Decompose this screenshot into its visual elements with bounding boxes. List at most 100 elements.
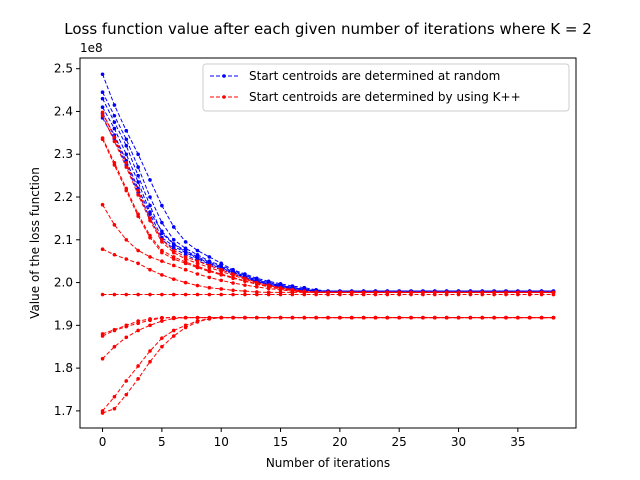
x-tick-label: 5 <box>158 435 166 449</box>
y-tick-label: 2.2 <box>54 190 73 204</box>
data-point <box>171 328 176 333</box>
legend-swatch-marker <box>222 74 226 78</box>
data-point <box>373 315 378 320</box>
data-point <box>195 261 200 266</box>
data-point <box>171 316 176 321</box>
data-point <box>219 269 224 274</box>
data-point <box>231 281 235 285</box>
data-point <box>492 315 496 320</box>
data-point <box>136 377 140 381</box>
data-point <box>136 321 140 326</box>
data-point <box>148 218 152 223</box>
data-point <box>243 279 247 284</box>
data-point <box>112 163 117 167</box>
series-3 <box>100 105 556 293</box>
data-point <box>160 240 164 244</box>
data-point <box>124 152 129 157</box>
data-point <box>468 292 473 297</box>
data-point <box>124 392 129 397</box>
data-point <box>183 267 188 272</box>
data-point <box>148 235 152 240</box>
data-point <box>207 265 212 270</box>
data-point <box>266 286 271 291</box>
data-point <box>148 195 152 199</box>
data-point <box>456 292 461 297</box>
data-point <box>492 292 496 297</box>
data-point <box>421 315 425 320</box>
data-point <box>539 292 544 297</box>
series-line <box>102 115 554 293</box>
data-point <box>160 220 164 225</box>
x-axis-ticks: 0 5 10 15 20 25 30 35 <box>99 428 525 449</box>
data-point <box>100 334 105 338</box>
data-point <box>290 292 295 297</box>
data-point <box>361 292 366 297</box>
data-point <box>278 288 283 292</box>
data-point <box>444 292 449 297</box>
data-point <box>183 261 188 266</box>
series-16 <box>100 315 556 413</box>
data-point <box>171 250 176 255</box>
data-point <box>314 292 318 297</box>
data-point <box>207 292 212 297</box>
data-point <box>527 315 532 320</box>
series-line <box>102 137 554 293</box>
data-point <box>243 315 247 320</box>
data-point <box>171 225 176 229</box>
data-point <box>338 292 342 297</box>
data-point <box>385 315 390 320</box>
data-point <box>136 214 140 219</box>
data-point <box>136 173 140 178</box>
data-point <box>183 315 188 320</box>
data-point <box>480 315 485 320</box>
data-point <box>171 257 176 261</box>
data-point <box>148 292 152 297</box>
data-point <box>160 319 164 323</box>
data-point <box>254 315 259 320</box>
y-tick-label: 2.4 <box>54 104 73 118</box>
legend-entry: Start centroids are determined at random <box>210 69 500 83</box>
y-tick-label: 1.9 <box>54 318 73 332</box>
x-tick-label: 0 <box>99 435 107 449</box>
data-point <box>254 285 259 289</box>
data-point <box>219 273 224 277</box>
data-point <box>314 315 318 320</box>
plot-frame <box>79 57 577 429</box>
data-point <box>385 292 390 297</box>
data-point <box>183 257 188 261</box>
y-tick-label: 2.1 <box>54 233 73 247</box>
data-point <box>171 237 176 242</box>
data-point <box>112 103 117 107</box>
series-8 <box>100 136 556 295</box>
series-line <box>102 317 554 414</box>
y-axis-label: Value of the loss function <box>28 167 42 319</box>
data-point <box>124 137 129 142</box>
data-point <box>278 292 283 297</box>
data-point <box>160 336 164 340</box>
data-point <box>456 315 461 320</box>
data-point <box>124 324 129 329</box>
data-point <box>326 292 330 297</box>
data-point <box>409 292 413 297</box>
data-point <box>171 263 176 268</box>
series-17 <box>100 315 556 415</box>
data-point <box>551 315 556 320</box>
data-point <box>432 292 437 297</box>
data-point <box>349 315 354 320</box>
data-point <box>219 315 224 320</box>
data-point <box>504 315 508 320</box>
data-point <box>112 113 117 118</box>
data-point <box>219 292 224 297</box>
legend-entry: Start centroids are determined by using … <box>210 90 521 104</box>
data-point <box>171 334 176 338</box>
data-point <box>160 344 164 349</box>
data-point <box>112 223 117 227</box>
data-point <box>231 315 235 320</box>
legend-swatch-marker <box>222 95 226 99</box>
data-point <box>266 315 271 320</box>
data-point <box>349 292 354 297</box>
data-point <box>207 285 212 290</box>
data-point <box>397 292 402 297</box>
series-line <box>102 317 554 412</box>
